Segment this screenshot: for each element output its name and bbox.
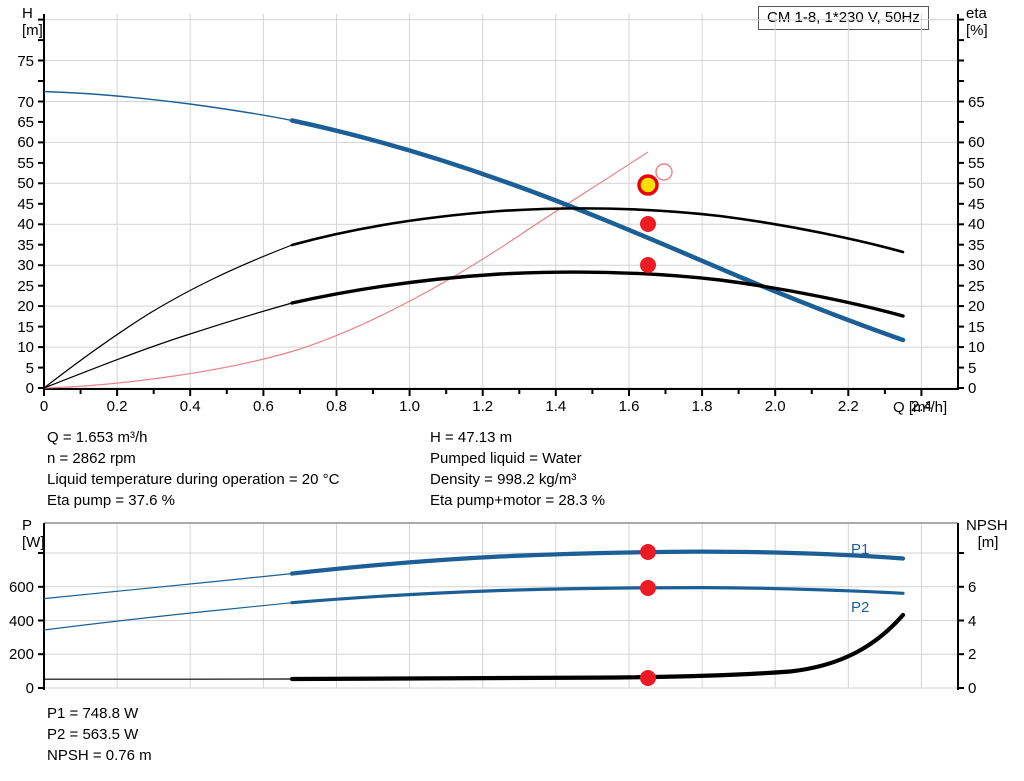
upper-right-axis-title: eta [%] (966, 5, 988, 39)
duty-point-head-marker[interactable] (637, 174, 659, 196)
upper-horizontal-gridlines (44, 19, 958, 389)
duty-info-eta-pump-motor: Eta pump+motor = 28.3 % (430, 492, 606, 509)
p2-series-label: P2 (851, 599, 870, 616)
p2-curve-thick (290, 585, 905, 605)
duty-info-eta-pump: Eta pump = 37.6 % (47, 492, 175, 509)
lower-left-axis-title: P [W] (22, 517, 45, 551)
lower-horizontal-gridlines (44, 552, 958, 689)
duty-info-n: n = 2862 rpm (47, 450, 136, 467)
p1-curve-thin (43, 573, 293, 600)
duty-point-p1-marker[interactable] (640, 544, 656, 560)
upper-chart-canvas (38, 14, 964, 396)
lower-vertical-gridlines (116, 523, 922, 688)
power-info-block: P1 = 748.8 W P2 = 563.5 W NPSH = 0.76 m (47, 703, 152, 766)
lower-chart-canvas (38, 522, 964, 690)
npsh-curve-thick (289, 612, 906, 682)
p1-curve-thick (289, 549, 906, 576)
duty-info-q: Q = 1.653 m³/h (47, 429, 148, 446)
lower-chart: P [W] NPSH [m] (0, 515, 1024, 715)
system-curve (43, 151, 649, 389)
duty-info-liquid-temperature: Liquid temperature during operation = 20… (47, 471, 340, 488)
eta-pump-motor-curve-thick (290, 270, 905, 318)
duty-point-eta-pump-marker[interactable] (640, 216, 656, 232)
head-curve-thick (289, 118, 906, 343)
upper-right-axis-ticks (958, 18, 964, 389)
duty-point-npsh-marker[interactable] (640, 670, 656, 686)
duty-point-eta-pump-motor-marker[interactable] (640, 257, 656, 273)
lower-right-axis-ticks (958, 552, 964, 689)
power-info-p2: P2 = 563.5 W (47, 726, 139, 743)
upper-left-axis-title: H [m] (22, 5, 43, 39)
upper-x-axis-ticks (43, 389, 923, 396)
p2-curve-thin (43, 602, 293, 631)
head-curve-thin (43, 90, 293, 122)
duty-info-right-column: H = 47.13 m Pumped liquid = Water Densit… (430, 427, 605, 511)
upper-chart: H [m] eta [%] Q [m³/h] (17, 5, 988, 416)
duty-info-density: Density = 998.2 kg/m³ (430, 471, 577, 488)
duty-point-open-circle-marker[interactable] (655, 163, 673, 181)
power-info-npsh: NPSH = 0.76 m (47, 747, 152, 764)
duty-info-left-column: Q = 1.653 m³/h n = 2862 rpm Liquid tempe… (47, 427, 339, 511)
duty-point-p2-marker[interactable] (640, 580, 656, 596)
upper-vertical-gridlines (43, 14, 922, 388)
eta-pump-motor-curve-thin (43, 302, 293, 389)
upper-left-axis-ticks (38, 18, 44, 389)
eta-pump-curve-thick (290, 206, 905, 254)
lower-left-axis-ticks (38, 552, 44, 689)
duty-info-h: H = 47.13 m (430, 429, 513, 446)
power-info-p1: P1 = 748.8 W (47, 705, 139, 722)
pump-model-title: CM 1-8, 1*230 V, 50Hz (758, 6, 929, 30)
duty-info-pumped-liquid: Pumped liquid = Water (430, 450, 582, 467)
p1-series-label: P1 (851, 541, 870, 558)
eta-pump-curve-thin (43, 244, 293, 389)
upper-x-axis-title: Q [m³/h] (893, 399, 948, 416)
lower-right-axis-title: NPSH [m] (966, 517, 1008, 551)
